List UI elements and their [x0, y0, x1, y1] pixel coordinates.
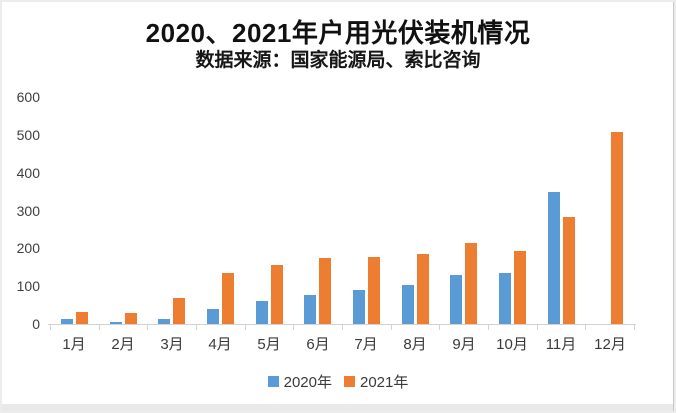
y-axis-tick-label: 100 — [16, 278, 40, 295]
bar-2020年-11月 — [548, 192, 560, 324]
bar-2020年-10月 — [499, 273, 511, 324]
chart-title: 2020、2021年户用光伏装机情况 — [145, 18, 531, 48]
x-axis-label-1月: 1月 — [62, 336, 86, 353]
x-axis-tick — [147, 324, 148, 330]
y-axis-tick-label: 600 — [16, 89, 40, 105]
legend: 2020年 2021年 — [0, 371, 676, 392]
x-axis-label-2月: 2月 — [111, 336, 135, 353]
x-axis-label-7月: 7月 — [354, 336, 378, 353]
bar-2021年-10月 — [514, 251, 526, 324]
bar-2021年-4月 — [222, 273, 234, 324]
y-axis-tick-label: 0 — [32, 316, 40, 332]
x-axis-label-11月: 11月 — [545, 336, 577, 353]
x-axis-tick — [537, 324, 538, 330]
bar-2021年-8月 — [417, 254, 429, 324]
x-axis-label-4月: 4月 — [208, 336, 232, 353]
x-axis-tick — [439, 324, 440, 330]
legend-swatch-icon — [267, 376, 279, 387]
x-axis-tick — [488, 324, 489, 330]
bar-2020年-3月 — [158, 319, 170, 324]
x-axis-label-5月: 5月 — [257, 336, 281, 353]
bar-2020年-6月 — [304, 295, 316, 324]
y-axis-tick-label: 500 — [16, 126, 40, 143]
legend-label: 2021年 — [360, 374, 409, 391]
bar-2021年-5月 — [271, 265, 283, 324]
x-axis-tick — [293, 324, 294, 330]
y-axis-tick-label: 400 — [16, 164, 40, 181]
legend-item-2020年: 2020年 — [267, 371, 332, 392]
x-axis-tick — [634, 324, 635, 330]
bar-2020年-5月 — [256, 301, 268, 324]
x-axis-label-9月: 9月 — [452, 336, 476, 353]
x-axis-tick — [196, 324, 197, 330]
legend-label: 2020年 — [283, 374, 332, 391]
x-axis-label-12月: 12月 — [594, 336, 626, 353]
legend-swatch-icon — [344, 376, 355, 387]
bar-2021年-12月 — [611, 132, 623, 324]
legend-item-2021年: 2021年 — [344, 371, 408, 392]
bar-2021年-2月 — [125, 313, 137, 324]
bar-2021年-3月 — [173, 298, 185, 324]
x-axis-label-3月: 3月 — [160, 336, 184, 353]
x-axis-tick — [391, 324, 392, 330]
bar-2020年-7月 — [353, 290, 365, 324]
x-axis-tick — [99, 324, 100, 330]
x-axis-label-8月: 8月 — [403, 336, 427, 353]
bar-2020年-9月 — [450, 275, 462, 324]
x-axis-tick — [342, 324, 343, 330]
bar-2020年-2月 — [110, 322, 122, 324]
bar-2020年-1月 — [61, 319, 73, 324]
bar-2021年-1月 — [76, 312, 88, 324]
bar-2021年-11月 — [563, 217, 575, 324]
x-axis-tick — [585, 324, 586, 330]
x-axis-label-10月: 10月 — [496, 336, 528, 353]
x-axis-tick — [50, 324, 51, 330]
bar-2020年-4月 — [207, 309, 219, 324]
bar-2021年-6月 — [319, 258, 331, 324]
bar-2020年-8月 — [402, 285, 414, 324]
y-axis-tick-label: 300 — [16, 202, 40, 219]
chart-subtitle: 数据来源：国家能源局、索比咨询 — [195, 50, 481, 71]
bar-2021年-9月 — [465, 243, 477, 324]
bar-2021年-7月 — [368, 257, 380, 324]
x-axis-tick — [245, 324, 246, 330]
x-axis-label-6月: 6月 — [306, 336, 330, 353]
y-axis-tick-label: 200 — [16, 240, 40, 257]
